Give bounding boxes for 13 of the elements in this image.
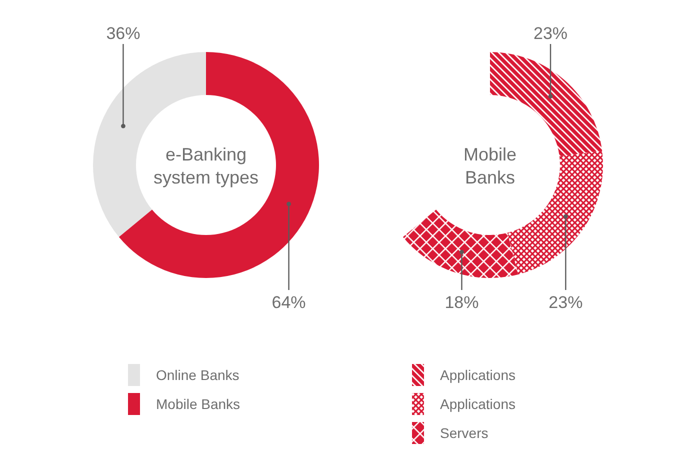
legend-label: Applications	[440, 396, 516, 412]
legend-label: Mobile Banks	[156, 396, 240, 412]
data-label: 18%	[444, 293, 479, 312]
data-label: 64%	[272, 293, 306, 312]
data-label: 23%	[548, 293, 583, 312]
legend-label: Applications	[440, 367, 516, 383]
text: e-Banking system types	[153, 144, 259, 188]
text: Mobile Banks	[463, 144, 517, 188]
data-label: 23%	[533, 24, 568, 43]
donut-slice	[118, 52, 319, 278]
data-label: 36%	[106, 24, 140, 43]
legend-label: Online Banks	[156, 367, 240, 383]
legend-label: Servers	[440, 425, 488, 441]
